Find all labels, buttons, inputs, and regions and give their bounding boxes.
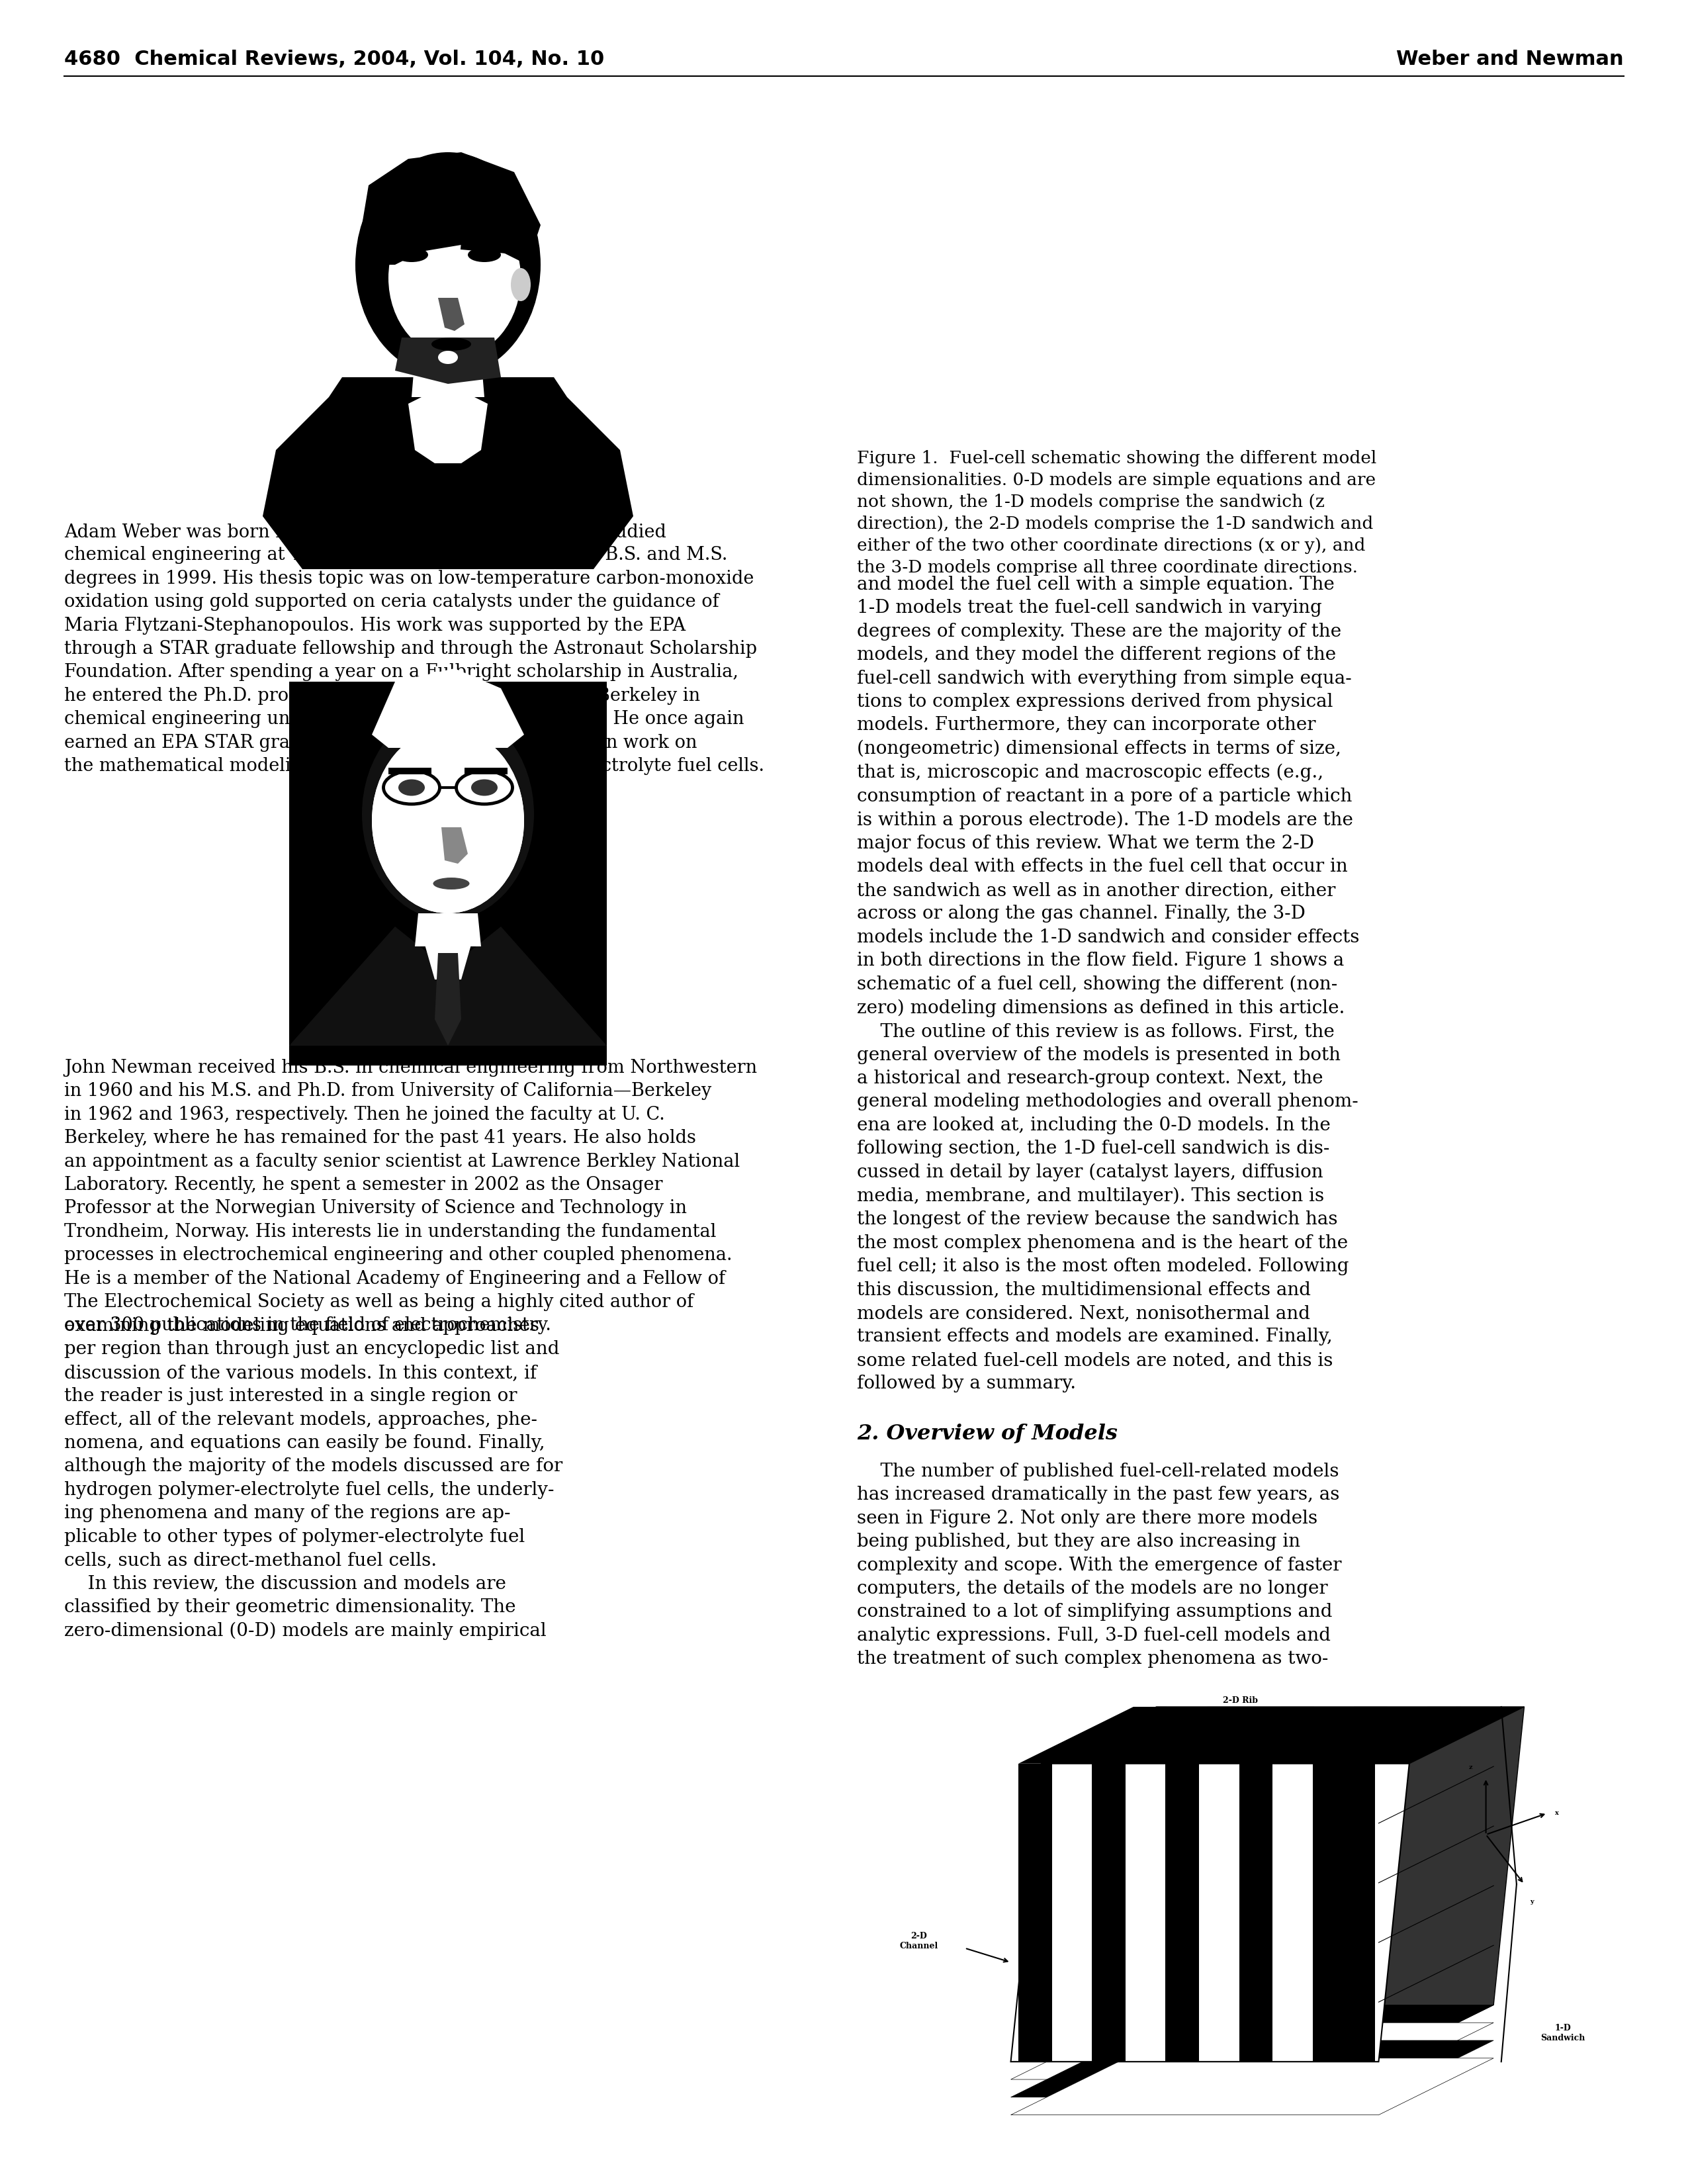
Text: John Newman received his B.S. in chemical engineering from Northwestern
in 1960 : John Newman received his B.S. in chemica… bbox=[64, 1059, 758, 1334]
Ellipse shape bbox=[361, 264, 388, 304]
Bar bbox=[464, 769, 508, 775]
Text: Figure 1.  Fuel-cell schematic showing the different model
dimensionalities. 0-D: Figure 1. Fuel-cell schematic showing th… bbox=[858, 450, 1376, 577]
Ellipse shape bbox=[361, 708, 533, 919]
Polygon shape bbox=[1041, 1708, 1524, 1765]
Polygon shape bbox=[1011, 2022, 1494, 2079]
Bar bbox=[388, 240, 436, 253]
Text: x: x bbox=[1555, 1811, 1558, 1817]
Polygon shape bbox=[356, 153, 540, 264]
Polygon shape bbox=[1011, 2040, 1494, 2097]
Polygon shape bbox=[422, 933, 474, 978]
Bar bbox=[289, 681, 606, 1066]
Ellipse shape bbox=[395, 247, 429, 262]
Polygon shape bbox=[1011, 2057, 1494, 2114]
Polygon shape bbox=[1011, 1765, 1409, 2062]
Polygon shape bbox=[263, 378, 633, 570]
Polygon shape bbox=[1239, 1765, 1273, 2062]
Polygon shape bbox=[395, 339, 501, 384]
Polygon shape bbox=[1092, 1765, 1126, 2062]
Polygon shape bbox=[408, 384, 488, 463]
Polygon shape bbox=[289, 926, 606, 1046]
Polygon shape bbox=[1313, 1708, 1462, 1765]
Polygon shape bbox=[1379, 1708, 1524, 2062]
Polygon shape bbox=[441, 828, 468, 863]
Polygon shape bbox=[412, 358, 484, 397]
Ellipse shape bbox=[434, 878, 469, 889]
Text: examining the modeling equations and approaches
per region than through just an : examining the modeling equations and app… bbox=[64, 1317, 562, 1640]
Text: Adam Weber was born in 1976 in Fort Lauderdale, FL. He studied
chemical engineer: Adam Weber was born in 1976 in Fort Laud… bbox=[64, 522, 765, 775]
Polygon shape bbox=[1166, 1765, 1198, 2062]
Ellipse shape bbox=[471, 780, 498, 795]
Text: 1-D
Sandwich: 1-D Sandwich bbox=[1539, 2025, 1585, 2042]
Ellipse shape bbox=[511, 269, 530, 301]
Polygon shape bbox=[1018, 1765, 1052, 2062]
Polygon shape bbox=[1313, 1765, 1345, 2062]
Polygon shape bbox=[1342, 1765, 1374, 2062]
Polygon shape bbox=[1018, 1708, 1166, 1765]
Text: y: y bbox=[1529, 1898, 1534, 1904]
Polygon shape bbox=[1092, 1708, 1241, 1765]
Polygon shape bbox=[415, 913, 481, 946]
Ellipse shape bbox=[398, 780, 425, 795]
Ellipse shape bbox=[432, 339, 471, 352]
Polygon shape bbox=[1166, 1708, 1313, 1765]
Bar bbox=[388, 769, 432, 775]
Ellipse shape bbox=[468, 247, 501, 262]
Polygon shape bbox=[1011, 2005, 1494, 2062]
Text: and model the fuel cell with a simple equation. The
1-D models treat the fuel-ce: and model the fuel cell with a simple eq… bbox=[858, 577, 1359, 1393]
Text: The number of published fuel-cell-related models
has increased dramatically in t: The number of published fuel-cell-relate… bbox=[858, 1463, 1342, 1669]
Polygon shape bbox=[1342, 1708, 1491, 1765]
Text: 2-D Rib: 2-D Rib bbox=[1224, 1697, 1258, 1706]
Ellipse shape bbox=[371, 727, 523, 913]
Polygon shape bbox=[439, 297, 464, 332]
Text: 4680  Chemical Reviews, 2004, Vol. 104, No. 10: 4680 Chemical Reviews, 2004, Vol. 104, N… bbox=[64, 50, 604, 70]
Polygon shape bbox=[371, 668, 523, 747]
Text: Weber and Newman: Weber and Newman bbox=[1396, 50, 1624, 70]
Text: z: z bbox=[1469, 1765, 1472, 1771]
Text: 2-D
Channel: 2-D Channel bbox=[900, 1933, 939, 1950]
Ellipse shape bbox=[388, 199, 522, 358]
Polygon shape bbox=[436, 952, 461, 1046]
Text: 2. Overview of Models: 2. Overview of Models bbox=[858, 1424, 1117, 1444]
Polygon shape bbox=[1239, 1708, 1388, 1765]
Ellipse shape bbox=[439, 352, 457, 365]
Ellipse shape bbox=[356, 153, 540, 378]
Bar bbox=[461, 242, 508, 253]
